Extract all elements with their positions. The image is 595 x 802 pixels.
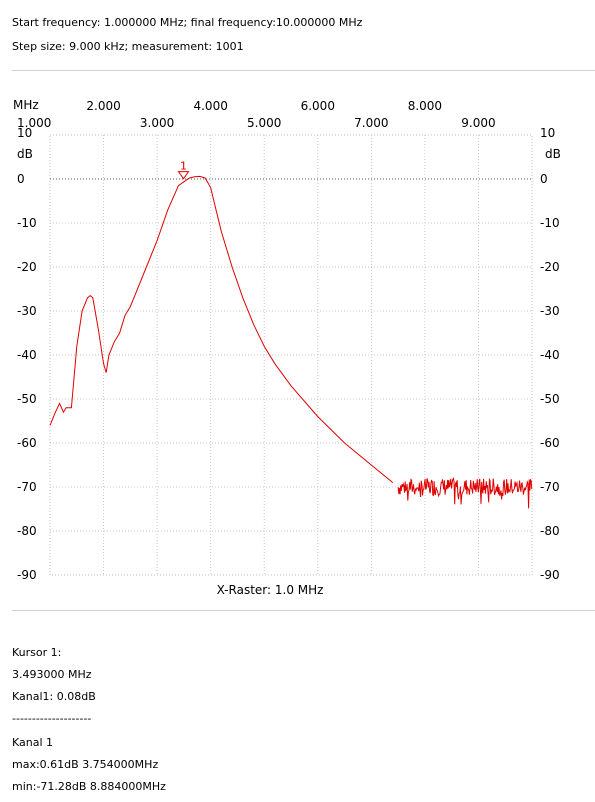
x-unit-label: MHz (13, 98, 39, 112)
y-tick-label-right: -20 (540, 260, 560, 274)
y-tick-label-right: -70 (540, 480, 560, 494)
x-tick-label-top: 4.000 (193, 99, 227, 113)
info-separator: -------------------- (12, 712, 92, 725)
cursor-value: Kanal1: 0.08dB (12, 690, 96, 703)
x-tick-label-bottom: 7.000 (354, 116, 388, 130)
y-ticks-left: 10 0 -10 -20 -30 -40 -50 -60 -70 -80 -90 (17, 126, 37, 582)
cursor-frequency: 3.493000 MHz (12, 668, 92, 681)
y-tick-label-left: 10 (17, 126, 32, 140)
y-tick-label-left: -10 (17, 216, 37, 230)
start-final-frequency-text: Start frequency: 1.000000 MHz; final fre… (12, 16, 363, 29)
cursor-title: Kursor 1: (12, 646, 62, 659)
y-tick-label-right: -50 (540, 392, 560, 406)
channel-min: min:-71.28dB 8.884000MHz (12, 780, 166, 793)
chart-divider (12, 610, 595, 611)
y-unit-right-label: dB (545, 147, 561, 161)
x-tick-label-bottom: 9.000 (461, 116, 495, 130)
x-tick-label-bottom: 1.000 (17, 116, 51, 130)
x-tick-label-bottom: 5.000 (247, 116, 281, 130)
x-tick-label-bottom: 3.000 (140, 116, 174, 130)
y-tick-label-right: -40 (540, 348, 560, 362)
marker-label: 1 (180, 160, 187, 173)
y-tick-label-right: -30 (540, 304, 560, 318)
y-tick-label-left: 0 (17, 172, 25, 186)
series-line-noise (397, 476, 533, 509)
y-tick-label-left: -90 (17, 568, 37, 582)
header-divider (12, 70, 595, 71)
y-tick-label-right: -80 (540, 524, 560, 538)
y-tick-label-left: -20 (17, 260, 37, 274)
frequency-response-chart: MHz dB dB 100-10-20-30-40-50-60-70-80-90… (13, 98, 561, 597)
x-tick-label-top: 8.000 (408, 99, 442, 113)
x-ticks: 2.000 4.000 6.000 8.000 1.000 3.000 5.000 7.000… (17, 99, 496, 130)
y-tick-label-right: 0 (540, 172, 548, 186)
plot-grid (50, 135, 532, 575)
y-tick-label-left: -80 (17, 524, 37, 538)
x-tick-label-top: 6.000 (301, 99, 335, 113)
channel-max: max:0.61dB 3.754000MHz (12, 758, 159, 771)
y-tick-label-left: -30 (17, 304, 37, 318)
x-tick-label-top: 2.000 (86, 99, 120, 113)
y-tick-label-right: -10 (540, 216, 560, 230)
step-size-text: Step size: 9.000 kHz; measurement: 1001 (12, 40, 244, 53)
y-tick-label-left: -70 (17, 480, 37, 494)
cursor-marker[interactable]: 1 (177, 160, 190, 180)
y-tick-label-left: -50 (17, 392, 37, 406)
y-tick-label-left: -60 (17, 436, 37, 450)
y-ticks-right: 10 0 -10 -20 -30 -40 -50 -60 -70 -80 -90 (540, 126, 560, 582)
marker-triangle (177, 171, 190, 180)
x-axis-label: X-Raster: 1.0 MHz (217, 583, 324, 597)
y-tick-label-left: -40 (17, 348, 37, 362)
channel-title: Kanal 1 (12, 736, 54, 749)
y-tick-label-right: 10 (540, 126, 555, 140)
y-tick-label-right: -60 (540, 436, 560, 450)
y-unit-left-label: dB (17, 147, 33, 161)
series-line (49, 175, 394, 483)
y-tick-label-right: -90 (540, 568, 560, 582)
